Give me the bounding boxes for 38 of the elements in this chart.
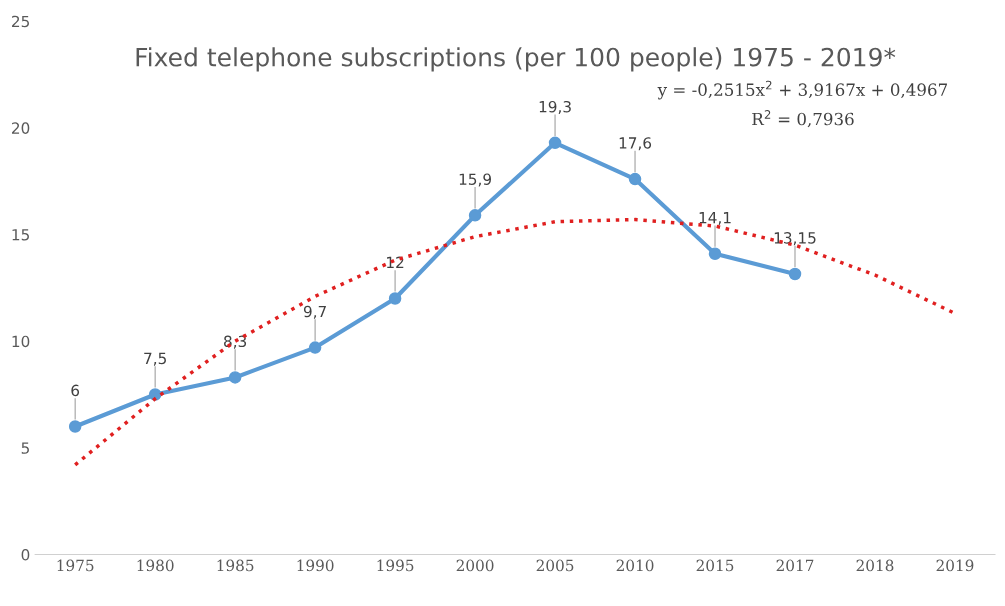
data-label: 13,15 (774, 232, 816, 246)
x-tick-label: 2015 (696, 559, 734, 572)
x-tick-label: 2019 (936, 559, 974, 572)
x-tick-label: 1995 (377, 559, 414, 572)
x-tick-label: 1980 (137, 559, 174, 572)
data-label: 17,6 (619, 137, 652, 151)
x-tick-label: 2005 (536, 559, 574, 572)
y-tick-label: 0 (21, 548, 30, 561)
x-tick-label: 2000 (456, 559, 494, 572)
point (628, 172, 642, 186)
annotation: y = -0,2515x$^{2}$ + 3,9167x + 0,4967 (657, 80, 947, 100)
y-tick-label: 25 (11, 15, 29, 28)
point (468, 209, 482, 222)
x-tick-label: 2017 (776, 559, 814, 572)
x-tick-label: 1990 (297, 559, 334, 572)
x-tick-label: 2010 (616, 559, 654, 572)
x-tick-label: 1985 (217, 559, 254, 572)
y-tick-label: 10 (12, 335, 30, 348)
data-label: 15,9 (459, 173, 492, 187)
data-label: 14,1 (699, 212, 731, 225)
data-label: 19,3 (539, 100, 571, 115)
point (788, 267, 802, 281)
point (548, 136, 562, 150)
point (308, 341, 322, 354)
annotation: R$^{2}$ = 0,7936 (752, 110, 854, 128)
point (228, 371, 242, 384)
y-tick-label: 5 (21, 442, 29, 454)
point (388, 292, 402, 305)
data-label: 9,7 (303, 305, 326, 319)
x-tick-label: 1975 (57, 559, 94, 572)
y-tick-label: 15 (12, 229, 29, 241)
x-tick-label: 2018 (856, 559, 894, 572)
point (708, 247, 722, 260)
text: Fixed telephone subscriptions (per 100 people) 1975 - 2019* (136, 47, 896, 72)
data-label: 7,5 (144, 352, 166, 366)
point (68, 420, 82, 433)
y-tick-label: 20 (11, 122, 30, 134)
data-label: 6 (71, 384, 80, 397)
